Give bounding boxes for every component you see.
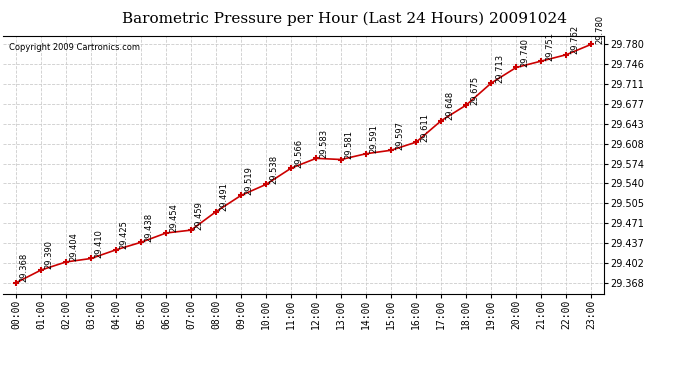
Text: 29.648: 29.648 <box>445 91 454 120</box>
Text: 29.762: 29.762 <box>570 25 579 54</box>
Text: 29.425: 29.425 <box>120 220 129 249</box>
Text: Barometric Pressure per Hour (Last 24 Hours) 20091024: Barometric Pressure per Hour (Last 24 Ho… <box>123 11 567 26</box>
Text: Copyright 2009 Cartronics.com: Copyright 2009 Cartronics.com <box>10 44 141 52</box>
Text: 29.611: 29.611 <box>420 112 429 141</box>
Text: 29.519: 29.519 <box>245 166 254 195</box>
Text: 29.538: 29.538 <box>270 155 279 184</box>
Text: 29.591: 29.591 <box>370 124 379 153</box>
Text: 29.751: 29.751 <box>545 32 554 60</box>
Text: 29.780: 29.780 <box>595 15 604 44</box>
Text: 29.675: 29.675 <box>470 75 479 105</box>
Text: 29.581: 29.581 <box>345 130 354 159</box>
Text: 29.368: 29.368 <box>20 253 29 282</box>
Text: 29.404: 29.404 <box>70 232 79 261</box>
Text: 29.390: 29.390 <box>45 240 54 270</box>
Text: 29.597: 29.597 <box>395 121 404 150</box>
Text: 29.454: 29.454 <box>170 204 179 232</box>
Text: 29.491: 29.491 <box>220 182 229 211</box>
Text: 29.583: 29.583 <box>320 129 329 158</box>
Text: 29.410: 29.410 <box>95 229 103 258</box>
Text: 29.740: 29.740 <box>520 38 529 67</box>
Text: 29.438: 29.438 <box>145 213 154 242</box>
Text: 29.713: 29.713 <box>495 53 504 82</box>
Text: 29.566: 29.566 <box>295 138 304 168</box>
Text: 29.459: 29.459 <box>195 201 204 230</box>
